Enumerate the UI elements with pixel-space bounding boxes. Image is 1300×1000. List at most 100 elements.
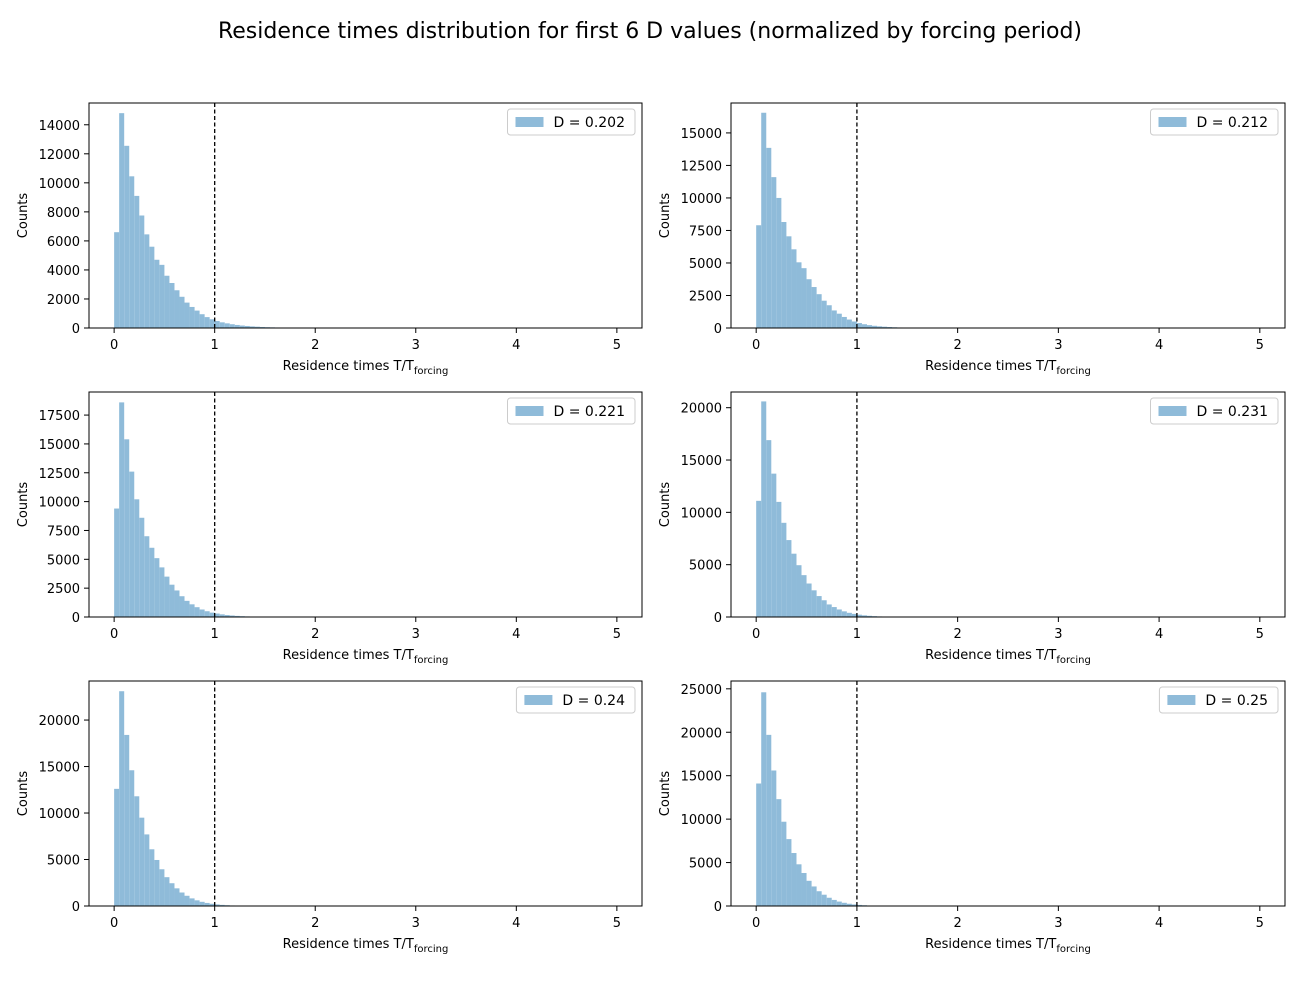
histogram-bar [204,317,210,328]
histogram-bar [761,692,767,906]
histogram-bar [821,894,827,906]
histogram-bar [169,584,175,617]
legend-label: D = 0.231 [1197,404,1269,420]
y-tick-label: 0 [72,900,80,915]
histogram-bar [134,499,140,617]
x-tick-label: 2 [311,916,319,931]
y-tick-label: 10000 [39,807,80,822]
histogram-bar [766,147,772,328]
histogram-bar [836,313,842,328]
legend-swatch [515,117,544,127]
histogram-bar [756,783,762,906]
histogram-bar [826,305,832,328]
y-tick-label: 15000 [39,438,80,453]
histogram-bar [836,901,842,906]
histogram-bar [224,323,230,328]
x-tick-label: 1 [211,627,219,642]
x-tick-label: 1 [853,338,861,353]
histogram-bar [861,615,867,617]
y-axis-label: Counts [658,193,673,239]
histogram-bars [114,691,260,906]
x-axis-label: Residence times T/Tforcing [283,359,449,377]
histogram-bar [149,246,155,328]
histogram-bar [831,310,837,328]
x-axis-label: Residence times T/Tforcing [283,648,449,666]
y-tick-label: 15000 [681,454,722,469]
histogram-bar [144,834,150,906]
histogram-bar [851,613,857,617]
histogram-bar [124,734,130,906]
histogram-bar [119,113,125,328]
histogram-bar [826,604,832,617]
x-axis-label: Residence times T/Tforcing [925,648,1091,666]
x-axis-label-subscript: forcing [1056,944,1091,955]
histogram-bar [882,326,888,328]
histogram-bar [856,614,862,617]
histogram-panel-4: 0 1 2 3 4 5 0 5000 10000 15000 20000 Counts Residenc… [658,391,1286,666]
histogram-bar [766,734,772,906]
y-tick-label: 20000 [681,726,722,741]
histogram-bar [234,324,240,328]
y-tick-label: 5000 [47,854,80,869]
x-tick-label: 3 [412,916,420,931]
x-axis-label-main: Residence times T/T [283,648,414,663]
histogram-bar [114,508,120,617]
y-tick-label: 15000 [681,127,722,142]
x-tick-label: 4 [1155,338,1163,353]
y-tick-label: 6000 [47,235,80,250]
histogram-bar [174,590,180,617]
histogram-bar [194,900,200,906]
histogram-bar [806,279,812,328]
y-tick-label: 10000 [681,506,722,521]
histogram-bar [841,611,847,617]
histogram-bar [816,891,822,906]
histogram-bar [144,536,150,617]
legend-label: D = 0.24 [562,693,625,709]
histogram-bar [189,898,195,906]
histogram-bar [139,215,145,328]
histogram-bar [771,770,777,906]
histogram-bar [214,321,220,328]
legend: D = 0.24 [515,686,636,714]
histogram-bar [872,325,878,328]
axes-frame [730,102,1286,329]
x-axis-label-main: Residence times T/T [283,359,414,374]
histogram-bar [821,600,827,617]
histogram-bar [229,324,235,328]
x-axis-label-subscript: forcing [414,944,449,955]
histogram-bar [234,615,240,617]
histogram-bar [199,314,205,328]
histogram-bar [229,615,235,617]
histogram-bar [791,553,797,617]
histogram-bar [149,547,155,617]
histogram-bar [791,853,797,906]
legend-swatch [524,695,553,705]
x-axis-label: Residence times T/Tforcing [283,937,449,955]
x-tick-label: 2 [953,338,961,353]
histogram-bar [129,471,135,617]
x-tick-label: 1 [211,916,219,931]
x-axis-label-subscript: forcing [414,366,449,377]
histogram-bar [806,583,812,617]
histogram-bar [179,296,185,328]
histogram-bar [154,259,160,328]
y-tick-label: 10000 [39,177,80,192]
x-tick-label: 5 [1256,627,1264,642]
x-tick-label: 0 [752,916,760,931]
legend-label: D = 0.202 [554,115,626,131]
histogram-bar [877,326,883,328]
histogram-bar [204,611,210,617]
histogram-panel-1: 0 1 2 3 4 5 0 2000 4000 6000 8000 10000 12000 14000 Co… [16,102,643,377]
histogram-bar [159,264,165,328]
histogram-bar [756,500,762,617]
legend-swatch [1158,117,1187,127]
legend-swatch [1167,695,1196,705]
histogram-bar [139,817,145,906]
histogram-bar [114,232,120,328]
histogram-bar [766,440,772,617]
histogram-bars [114,113,316,328]
histogram-panel-3: 0 1 2 3 4 5 0 2500 5000 7500 10000 12500 15000 17500 C… [16,391,643,666]
x-tick-label: 3 [412,338,420,353]
histogram-bar [846,903,852,906]
x-tick-label: 5 [613,338,621,353]
